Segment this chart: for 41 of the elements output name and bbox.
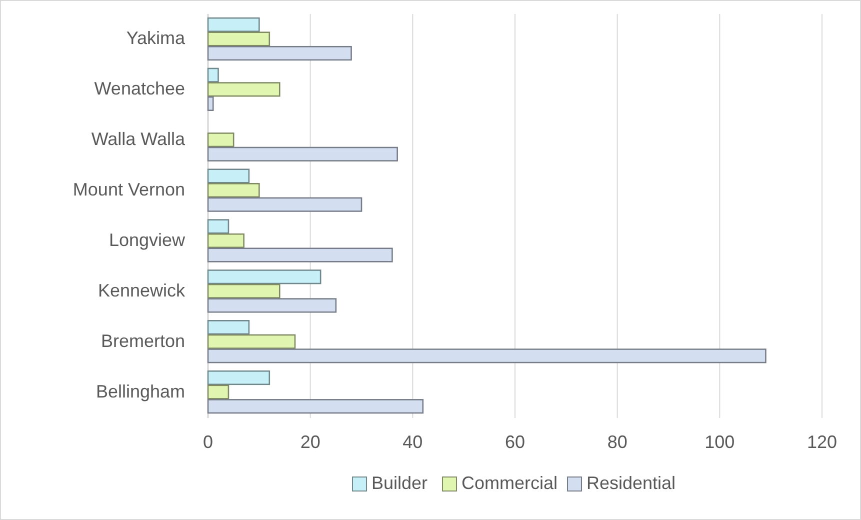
bar: [207, 46, 352, 61]
bar: [207, 370, 270, 386]
bar: [207, 334, 296, 349]
bar: [207, 233, 244, 248]
bar: [207, 68, 219, 82]
bar: [207, 32, 270, 46]
x-tick-label: 60: [504, 432, 526, 452]
y-tick-label: Mount Vernon: [72, 180, 185, 200]
bar: [207, 219, 230, 234]
x-tick-label: 120: [806, 432, 838, 452]
x-tick-label: 80: [607, 432, 628, 452]
legend-label: Commercial: [462, 472, 558, 493]
bar: [207, 17, 260, 32]
bar: [207, 320, 250, 335]
y-tick-label: Bremerton: [100, 330, 185, 351]
x-tick-label: 0: [202, 432, 214, 452]
bar: [207, 146, 398, 162]
bar: [207, 197, 362, 212]
legend-label: Builder: [372, 472, 428, 493]
y-tick-label: Bellingham: [96, 381, 185, 402]
x-tick-label: 100: [704, 432, 735, 452]
bar: [207, 248, 393, 262]
x-tick-label: 20: [300, 432, 320, 452]
bar: [207, 132, 234, 148]
y-tick-label: Kennewick: [98, 280, 186, 300]
y-tick-label: Longview: [108, 230, 186, 250]
bar: [207, 348, 766, 364]
x-tick-label: 40: [402, 432, 423, 452]
bar: [207, 182, 260, 198]
y-tick-label: Yakima: [126, 28, 186, 48]
y-tick-label: Walla Walla: [91, 129, 186, 150]
bar: [207, 270, 322, 284]
bar: [207, 284, 280, 298]
bar: [207, 298, 337, 313]
bar: [207, 82, 280, 97]
bar: [207, 168, 250, 184]
bar: [207, 399, 424, 414]
y-tick-label: Wenatchee: [94, 78, 185, 99]
bar: [207, 96, 214, 111]
legend-label: Residential: [586, 472, 676, 493]
bar: [207, 384, 230, 400]
